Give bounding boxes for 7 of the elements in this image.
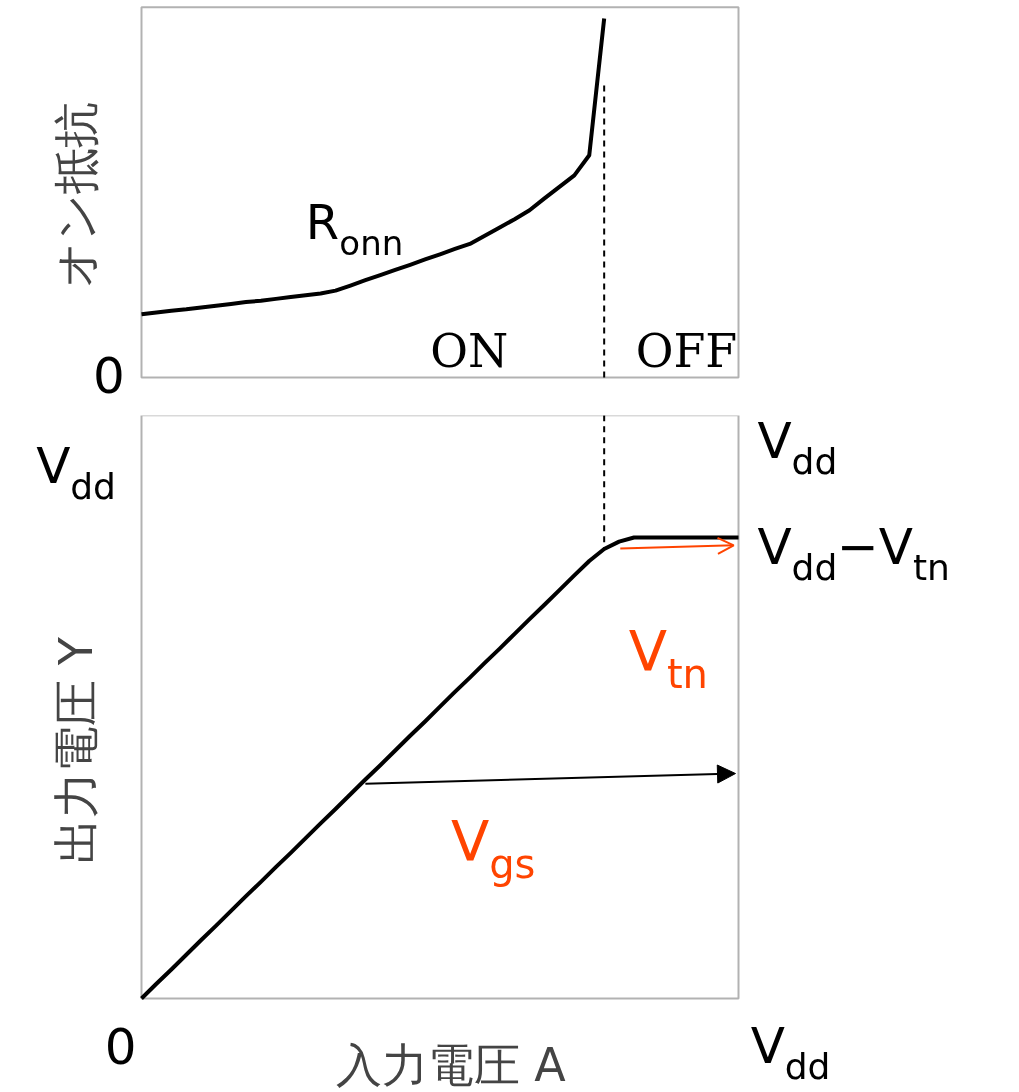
y-axis-title: オン抵抗	[48, 102, 103, 289]
text: 0	[92, 347, 125, 406]
annotation: OFF	[635, 323, 738, 378]
annotation: ON	[430, 323, 509, 378]
text: 0	[104, 1017, 137, 1076]
y-axis-title: 出力電圧 Y	[48, 636, 103, 864]
x-axis-title: 入力電圧 A	[335, 1038, 567, 1092]
